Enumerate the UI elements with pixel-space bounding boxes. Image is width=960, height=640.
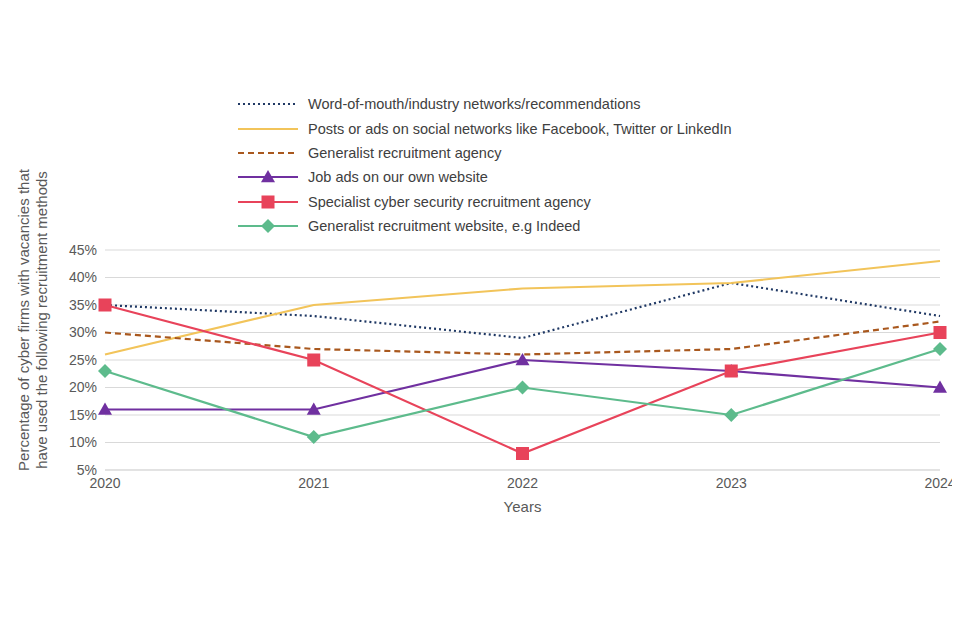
svg-text:35%: 35% (69, 297, 97, 313)
svg-text:45%: 45% (69, 242, 97, 258)
svg-text:20%: 20% (69, 379, 97, 395)
svg-text:25%: 25% (69, 352, 97, 368)
svg-text:2022: 2022 (507, 475, 538, 491)
svg-text:15%: 15% (69, 407, 97, 423)
svg-text:Percentage of cyber firms with: Percentage of cyber firms with vacancies… (15, 168, 50, 471)
svg-text:2023: 2023 (716, 475, 747, 491)
svg-text:30%: 30% (69, 324, 97, 340)
svg-text:10%: 10% (69, 434, 97, 450)
html-text:Generalist recruitment agency: Generalist recruitment agency (308, 145, 502, 161)
svg-text:5%: 5% (77, 462, 97, 478)
html-text:Word-of-mouth/industry network: Word-of-mouth/industry networks/recommen… (308, 96, 641, 113)
svg-text:2020: 2020 (89, 474, 121, 491)
html-text:Posts or ads on social network: Posts or ads on social networks like Fac… (308, 120, 732, 137)
svg-text:40%: 40% (69, 269, 97, 285)
html-text:Generalist recruitment website: Generalist recruitment website, e.g Inde… (308, 218, 581, 235)
html-text:Job ads on our own website: Job ads on our own website (308, 169, 488, 186)
svg-text:2021: 2021 (298, 475, 329, 491)
html-text:Specialist cyber security recr: Specialist cyber security recruitment ag… (308, 193, 591, 210)
svg-text:Years: Years (504, 498, 542, 515)
svg-text:2024: 2024 (924, 475, 952, 491)
